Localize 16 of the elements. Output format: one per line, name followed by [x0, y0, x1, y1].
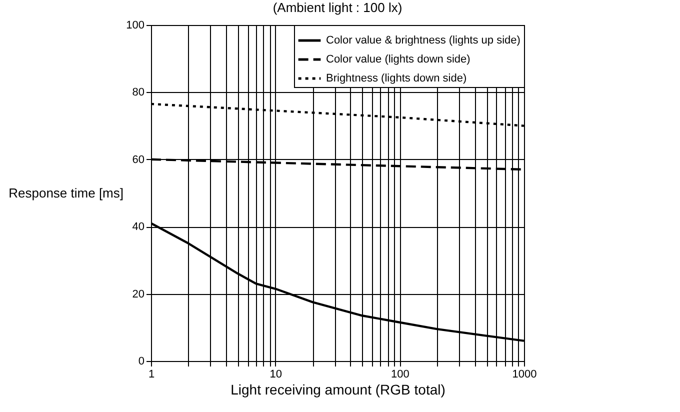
- legend-label: Color value (lights down side): [326, 54, 470, 66]
- y-tick-label: 40: [132, 221, 144, 234]
- y-tick-label: 0: [138, 356, 144, 368]
- x-tick-label: 1000: [512, 368, 537, 380]
- y-tick-label: 100: [126, 20, 144, 32]
- y-tick-label: 20: [132, 288, 144, 300]
- x-tick-label: 100: [390, 368, 410, 380]
- legend-label: Brightness (lights down side): [326, 72, 467, 84]
- x-tick-label: 1: [148, 368, 155, 380]
- y-axis-title: Response time [ms]: [8, 186, 124, 200]
- y-tick-label: 60: [132, 154, 144, 166]
- x-axis-title: Light receiving amount (RGB total): [230, 382, 446, 398]
- legend-label: Color value & brightness (lights up side): [326, 34, 520, 46]
- x-tick-label: 10: [270, 368, 282, 380]
- chart-title: (Ambient light : 100 lx): [272, 0, 402, 15]
- y-tick-label: 80: [132, 86, 144, 99]
